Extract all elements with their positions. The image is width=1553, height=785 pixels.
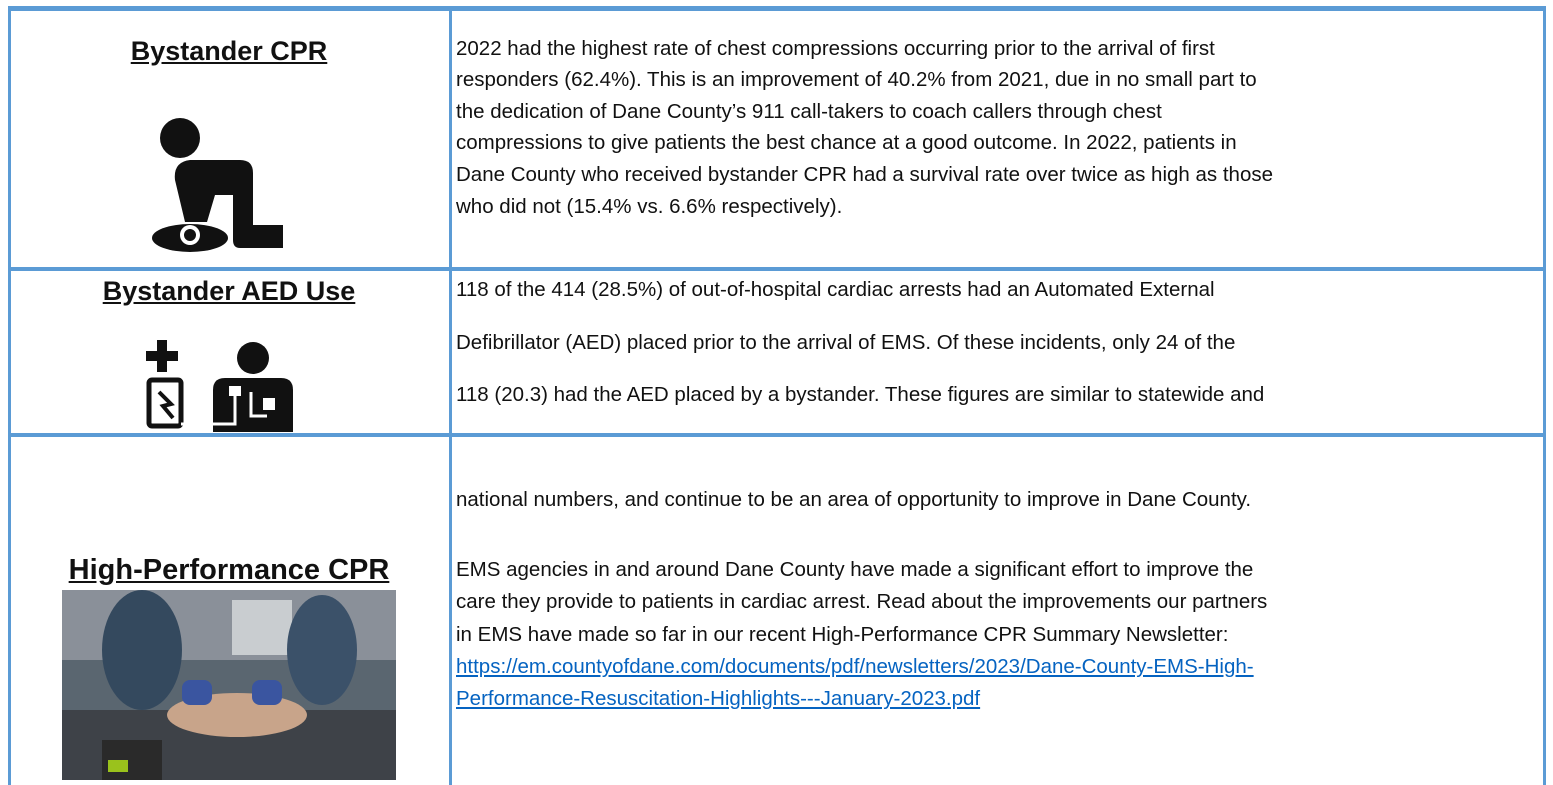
body-text: care they provide to patients in cardiac… [456, 590, 1267, 614]
body-text: 118 of the 414 (28.5%) of out-of-hospita… [456, 278, 1215, 302]
newsletter-link[interactable]: Performance-Resuscitation-Highlights---J… [456, 687, 980, 711]
photo [62, 590, 396, 780]
body-text: who did not (15.4% vs. 6.6% respectively… [456, 195, 842, 219]
row-divider [8, 267, 1546, 271]
row-title: Bystander CPR [10, 36, 448, 67]
body-text: the dedication of Dane County’s 911 call… [456, 100, 1162, 124]
body-text: in EMS have made so far in our recent Hi… [456, 623, 1228, 647]
body-text: national numbers, and continue to be an … [456, 488, 1251, 512]
body-text: EMS agencies in and around Dane County h… [456, 558, 1253, 582]
row-title: Bystander AED Use [10, 276, 448, 307]
top-border [8, 6, 1546, 11]
body-text: Defibrillator (AED) placed prior to the … [456, 331, 1235, 355]
body-text: 2022 had the highest rate of chest compr… [456, 37, 1215, 61]
body-text: compressions to give patients the best c… [456, 131, 1237, 155]
body-text: Dane County who received bystander CPR h… [456, 163, 1273, 187]
cpr-icon [145, 110, 295, 255]
right-border [1543, 6, 1546, 785]
aed-icon [145, 340, 310, 432]
body-text: responders (62.4%). This is an improveme… [456, 68, 1257, 92]
body-text: 118 (20.3) had the AED placed by a bysta… [456, 383, 1264, 407]
left-border [8, 6, 11, 785]
row-title: High-Performance CPR [10, 554, 448, 587]
column-divider [449, 6, 452, 785]
newsletter-link[interactable]: https://em.countyofdane.com/documents/pd… [456, 655, 1254, 679]
page: {"rows": [ {"title": "Bystander CPR", "b… [0, 0, 1553, 785]
row-divider [8, 433, 1546, 437]
